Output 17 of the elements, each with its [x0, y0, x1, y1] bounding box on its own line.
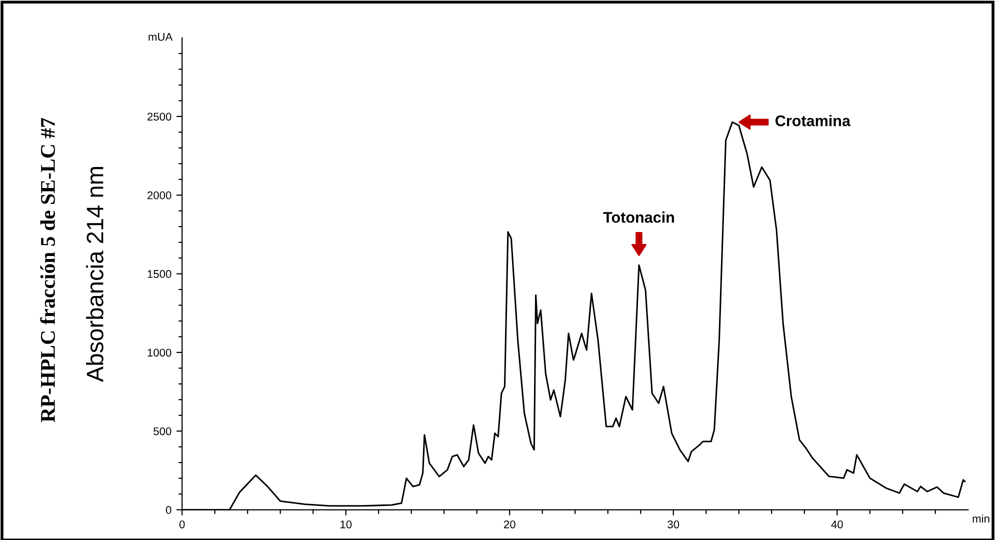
y-tick-label: 0 — [166, 506, 172, 514]
y-tick-label: 2000 — [148, 191, 172, 200]
y-tick-label: 500 — [154, 427, 172, 436]
y-tick-label: 1000 — [148, 348, 172, 357]
annotation: Totonacin — [603, 212, 674, 223]
x-tick-label: 0 — [179, 520, 185, 528]
x-tick-label: 10 — [340, 520, 352, 528]
x-axis-title: min — [972, 514, 990, 523]
y-tick-label: 1500 — [148, 270, 172, 278]
text: RP-HPLC fracción 5 de SE-LC #7 — [40, 118, 55, 422]
x-tick-label: 20 — [504, 520, 516, 528]
y-axis-title: Absorbancia 214 nm — [86, 167, 104, 382]
x-tick-label: 30 — [668, 520, 680, 528]
y-tick-label: 2500 — [148, 112, 172, 121]
x-tick-label: 40 — [831, 520, 843, 528]
annotation: Crotamina — [776, 115, 851, 126]
text: mUA — [148, 33, 173, 41]
